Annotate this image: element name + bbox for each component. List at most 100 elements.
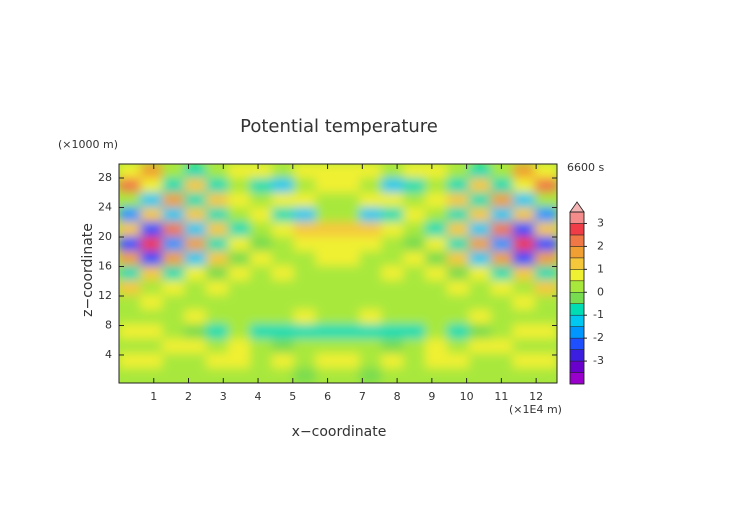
field-cell [359,178,383,194]
field-cell [403,324,427,340]
field-cell [140,294,164,311]
field-cell [249,236,273,253]
field-cell [512,265,536,282]
field-cell [425,164,448,180]
field-cell [381,338,405,355]
field-cell [359,324,383,340]
field-cell [468,309,492,326]
field-cell [271,221,295,238]
field-cell [249,192,273,209]
field-cell [140,207,164,223]
field-cell [293,178,317,194]
x-tick-label: 6 [324,390,331,403]
field-cell [249,178,273,194]
field-cell [293,309,317,326]
field-cell [162,221,186,238]
field-cell [184,338,208,355]
field-cell [447,353,470,369]
colorbar-tick-label: -1 [593,308,604,321]
field-cell [140,309,164,326]
field-cell [337,309,361,326]
field-cell [271,338,295,355]
field-cell [140,251,164,267]
field-cell [119,251,142,267]
colorbar-segment [569,257,585,270]
field-cell [534,207,557,223]
field-cell [271,324,295,340]
field-cell [271,265,295,282]
field-cell [468,207,492,223]
field-cell [315,164,339,180]
field-cell [162,207,186,223]
field-cell [468,265,492,282]
field-cell [249,280,273,296]
field-cell [293,280,317,296]
field-cell [162,353,186,369]
colorbar-segment [569,326,585,339]
colorbar-segment [569,223,585,236]
field-cell [271,236,295,253]
field-cell [228,251,251,267]
field-cell [490,265,514,282]
field-cell [447,164,470,180]
field-cell [490,178,514,194]
field-cell [293,338,317,355]
field-cell [162,338,186,355]
field-cell [534,251,557,267]
field-cell [425,324,448,340]
field-cell [293,294,317,311]
field-cell [359,207,383,223]
plot-frame [118,163,558,384]
y-tick-label: 4 [105,348,112,361]
field-cell [293,367,317,383]
field-cell [468,280,492,296]
field-cell [315,338,339,355]
field-cell [490,324,514,340]
field-cell [468,324,492,340]
cells [119,164,557,383]
colorbar-tick-label: -3 [593,354,604,367]
field-cell [381,192,405,209]
field-cell [337,324,361,340]
field-cell [162,309,186,326]
field-cell [512,251,536,267]
field-cell [512,164,536,180]
field-cell [184,236,208,253]
y-tick-label: 28 [98,171,112,184]
field-cell [119,309,142,326]
field-cell [534,178,557,194]
x-tick-label: 8 [394,390,401,403]
colorbar-segment [569,234,585,247]
field-cell [184,265,208,282]
field-cell [140,324,164,340]
field-cell [249,164,273,180]
field-cell [381,294,405,311]
field-cell [249,353,273,369]
field-cell [337,265,361,282]
field-cell [534,265,557,282]
colorbar-extension [569,201,585,213]
field-cell [293,251,317,267]
field-cell [315,353,339,369]
field-cell [119,367,142,383]
field-cell [512,221,536,238]
field-cell [228,338,251,355]
field-cell [359,251,383,267]
field-cell [337,338,361,355]
field-cell [315,367,339,383]
field-cell [228,207,251,223]
field-cell [512,178,536,194]
field-cell [337,251,361,267]
field-cell [293,192,317,209]
field-cell [315,309,339,326]
field-cell [403,221,427,238]
field-cell [119,280,142,296]
field-cell [403,207,427,223]
field-cell [447,221,470,238]
field-cell [468,367,492,383]
field-cell [184,178,208,194]
field-cell [534,294,557,311]
field-cell [490,338,514,355]
field-cell [447,251,470,267]
